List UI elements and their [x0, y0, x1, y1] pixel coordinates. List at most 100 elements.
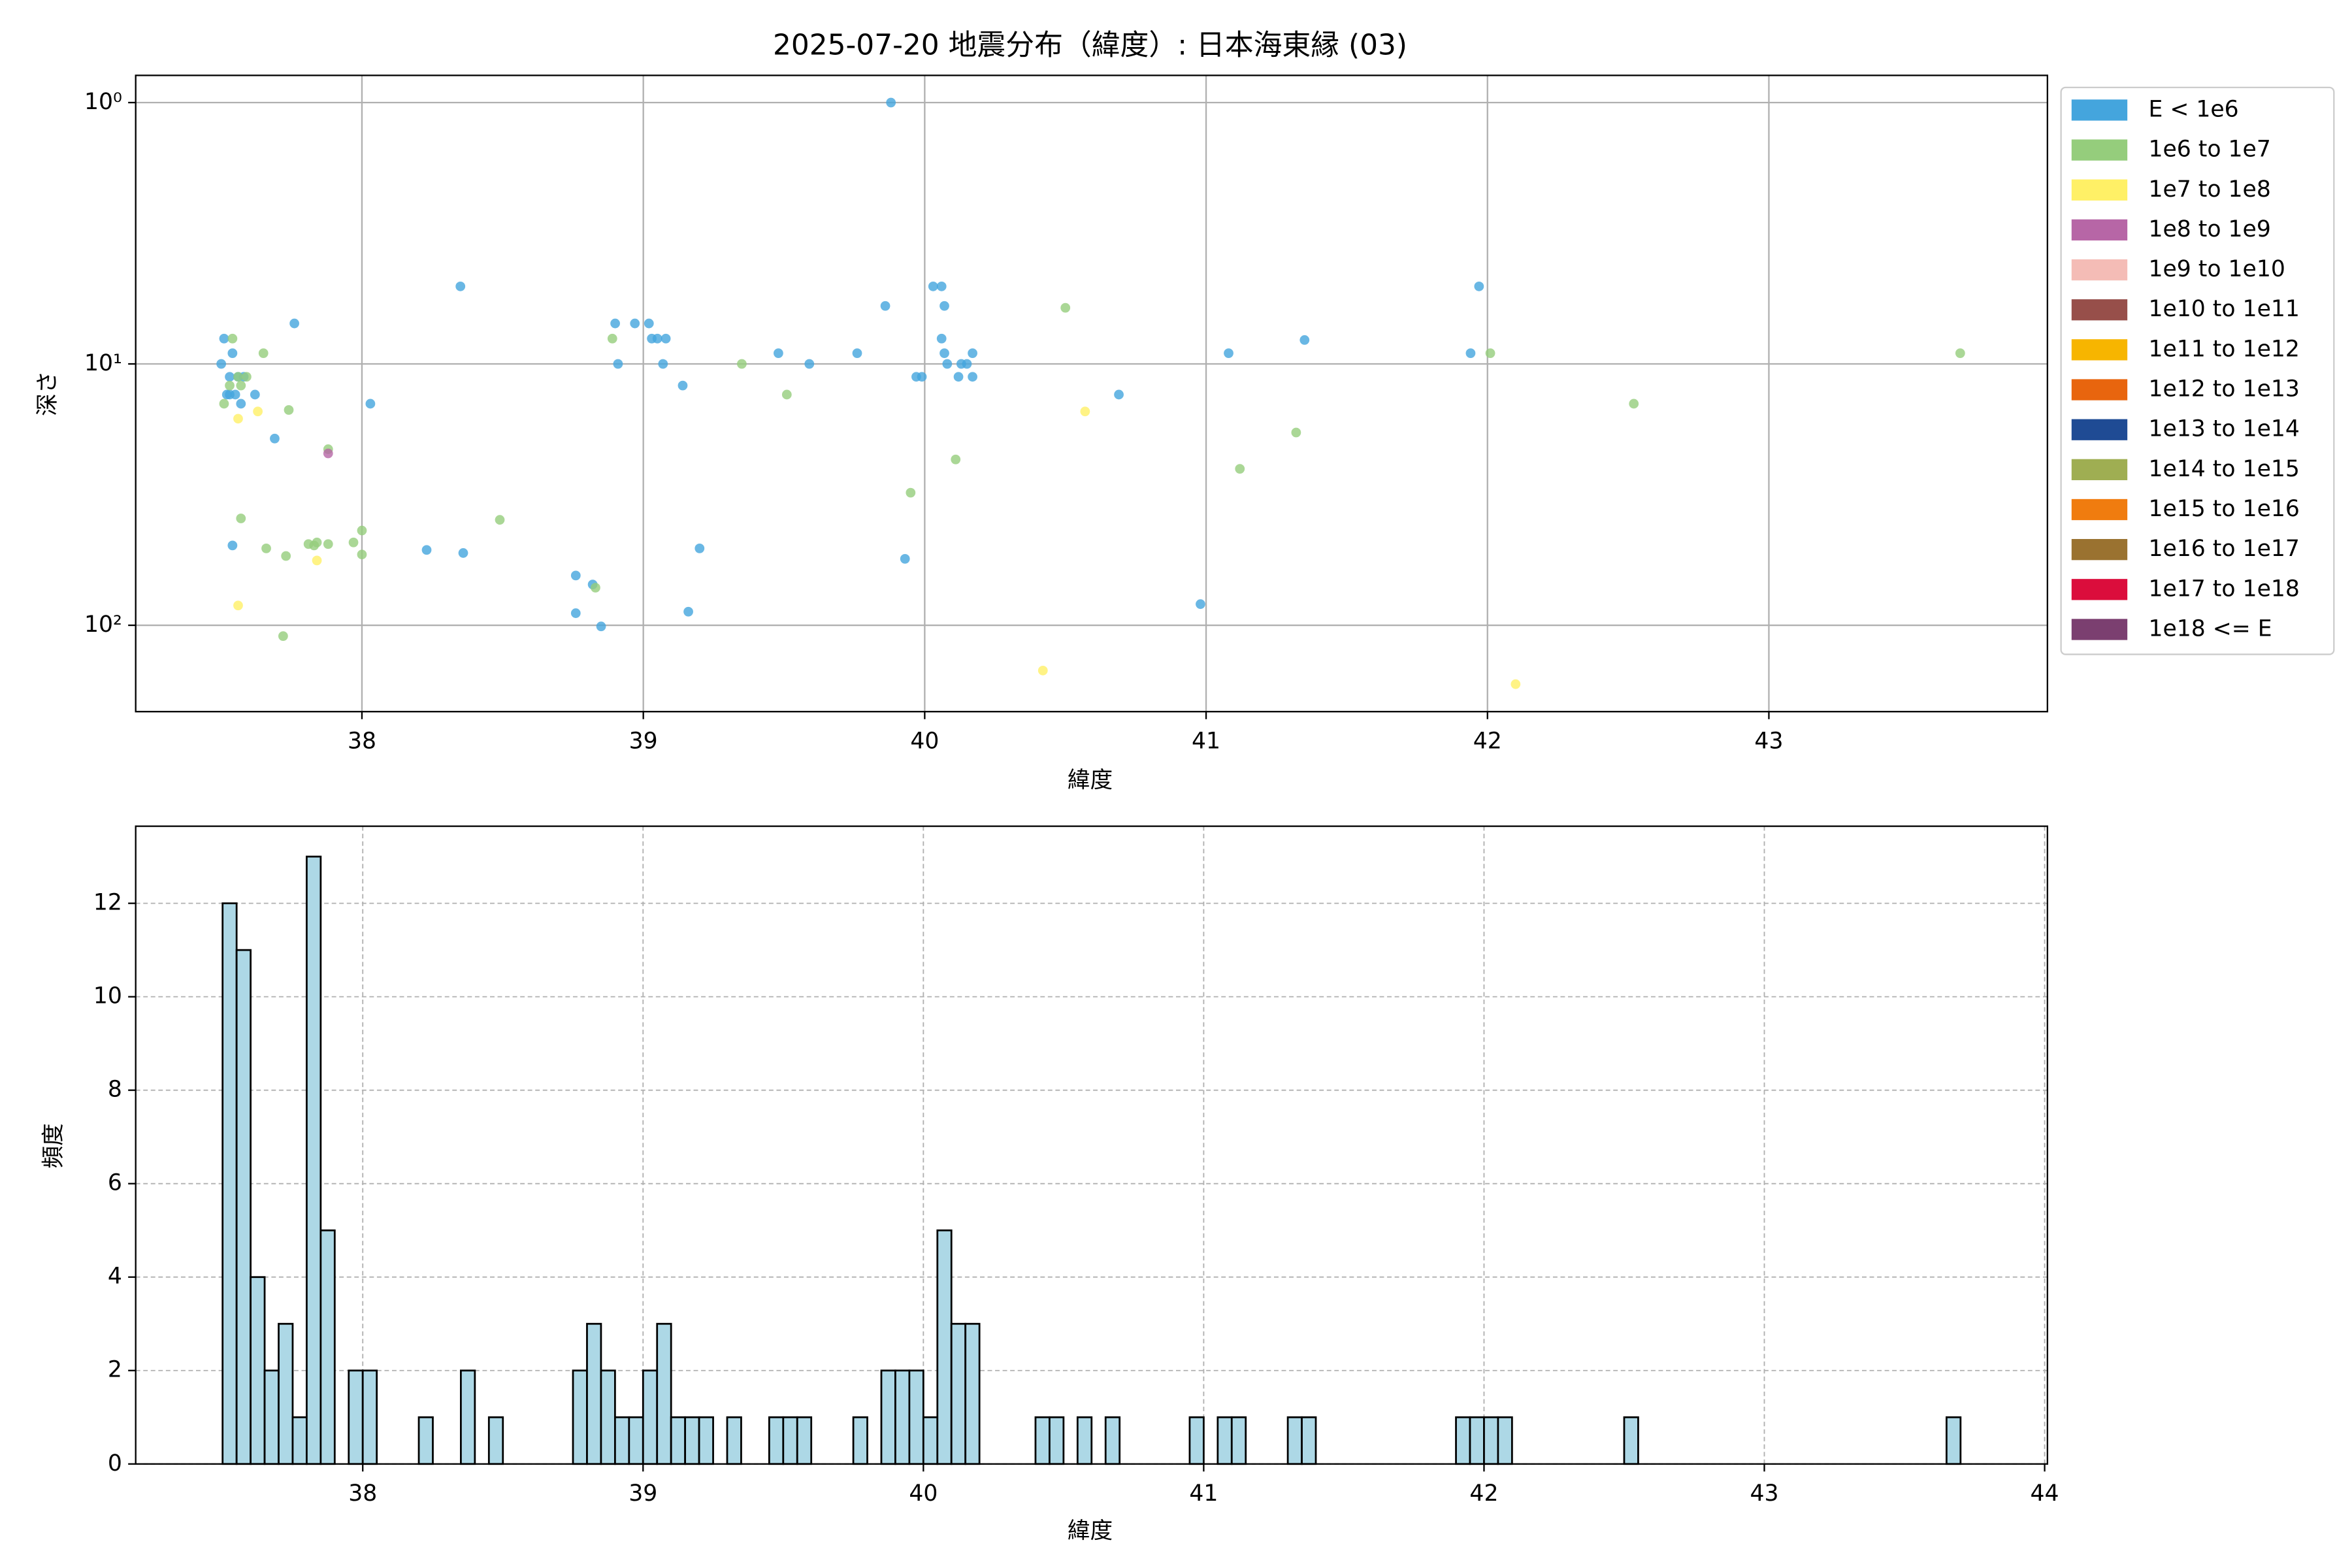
chart-title: 2025-07-20 地震分布（緯度）: 日本海東縁 (03) — [773, 29, 1407, 62]
data-point — [610, 318, 620, 329]
legend-swatch — [2071, 498, 2128, 521]
data-point — [261, 544, 271, 553]
legend-swatch — [2071, 219, 2128, 241]
legend-label: 1e14 to 1e15 — [2148, 456, 2299, 482]
data-point — [289, 318, 299, 329]
plot-frame — [135, 825, 2048, 1465]
data-point — [365, 399, 376, 409]
histogram-bar — [1217, 1416, 1233, 1465]
data-point — [458, 548, 468, 558]
legend-box — [2060, 86, 2335, 655]
histogram-bar — [950, 1322, 967, 1465]
data-point — [1291, 427, 1301, 438]
data-point — [250, 389, 260, 400]
histogram-bar — [684, 1416, 700, 1465]
legend-swatch — [2071, 259, 2128, 281]
data-point — [781, 389, 792, 400]
legend-label: 1e6 to 1e7 — [2148, 137, 2270, 163]
data-point — [951, 454, 961, 465]
y-tick-label: 12 — [93, 890, 122, 916]
histogram-bar — [642, 1369, 659, 1465]
data-point — [774, 348, 783, 359]
histogram-bar — [250, 1276, 266, 1465]
x-tick-label: 39 — [629, 1480, 657, 1507]
x-tick-label: 44 — [2031, 1480, 2059, 1507]
data-point — [421, 545, 432, 555]
histogram-bar — [768, 1416, 785, 1465]
histogram-bar — [1230, 1416, 1247, 1465]
data-point — [284, 405, 294, 415]
legend-label: 1e8 to 1e9 — [2148, 216, 2270, 242]
data-point — [225, 372, 235, 382]
data-point — [852, 348, 862, 359]
histogram-bar — [1455, 1416, 1471, 1465]
data-point — [1465, 348, 1476, 359]
histogram-bar — [278, 1322, 294, 1465]
data-point — [942, 359, 953, 369]
data-point — [939, 301, 949, 311]
data-point — [939, 348, 949, 359]
histogram-bar — [613, 1416, 630, 1465]
data-point — [323, 448, 333, 459]
data-point — [278, 631, 288, 641]
plot-frame — [135, 74, 2048, 713]
histogram-bar — [1623, 1416, 1639, 1465]
histogram-bar — [628, 1416, 644, 1465]
histogram-bar — [572, 1369, 588, 1465]
data-point — [242, 372, 252, 382]
histogram-bar — [1049, 1416, 1065, 1465]
x-tick-label: 41 — [1192, 728, 1220, 754]
data-point — [607, 333, 617, 344]
legend-swatch — [2071, 579, 2128, 600]
data-point — [348, 537, 359, 547]
histogram-bar — [319, 1229, 336, 1465]
data-point — [357, 549, 367, 560]
data-point — [900, 554, 910, 564]
histogram-bar — [852, 1416, 868, 1465]
histogram-bar — [1286, 1416, 1303, 1465]
data-point — [683, 606, 693, 617]
data-point — [1235, 464, 1245, 474]
x-tick-label: 40 — [909, 1480, 938, 1507]
x-axis-label: 緯度 — [1068, 1518, 1113, 1544]
data-point — [236, 380, 246, 391]
x-axis-label: 緯度 — [1068, 767, 1113, 793]
data-point — [678, 380, 688, 391]
data-point — [236, 514, 246, 523]
legend-swatch — [2071, 539, 2128, 561]
data-point — [1080, 406, 1090, 417]
data-point — [227, 540, 238, 551]
histogram-bar — [796, 1416, 813, 1465]
histogram-bar — [1076, 1416, 1093, 1465]
data-point — [886, 97, 896, 108]
histogram-bar — [417, 1416, 434, 1465]
y-tick-label: 2 — [108, 1357, 122, 1383]
data-point — [1299, 335, 1310, 345]
data-point — [661, 333, 671, 344]
x-tick-label: 42 — [1473, 728, 1502, 754]
data-point — [233, 414, 243, 424]
legend-swatch — [2071, 339, 2128, 361]
data-point — [591, 583, 600, 593]
legend-label: 1e12 to 1e13 — [2148, 376, 2299, 402]
legend-swatch — [2071, 299, 2128, 321]
legend-swatch — [2071, 99, 2128, 121]
histogram-bar — [306, 855, 322, 1465]
data-point — [917, 372, 927, 382]
x-tick-label: 42 — [1469, 1480, 1498, 1507]
histogram-bar — [263, 1369, 280, 1465]
legend-swatch — [2071, 139, 2128, 161]
y-tick-label: 8 — [108, 1077, 122, 1103]
data-point — [495, 515, 505, 525]
legend-label: 1e9 to 1e10 — [2148, 256, 2285, 282]
x-tick-label: 43 — [1754, 728, 1783, 754]
data-point — [652, 333, 662, 344]
data-point — [936, 281, 947, 291]
histogram-bar — [235, 949, 252, 1465]
histogram-bar — [908, 1369, 924, 1465]
data-point — [630, 318, 640, 329]
y-tick-label: 10² — [84, 612, 122, 638]
